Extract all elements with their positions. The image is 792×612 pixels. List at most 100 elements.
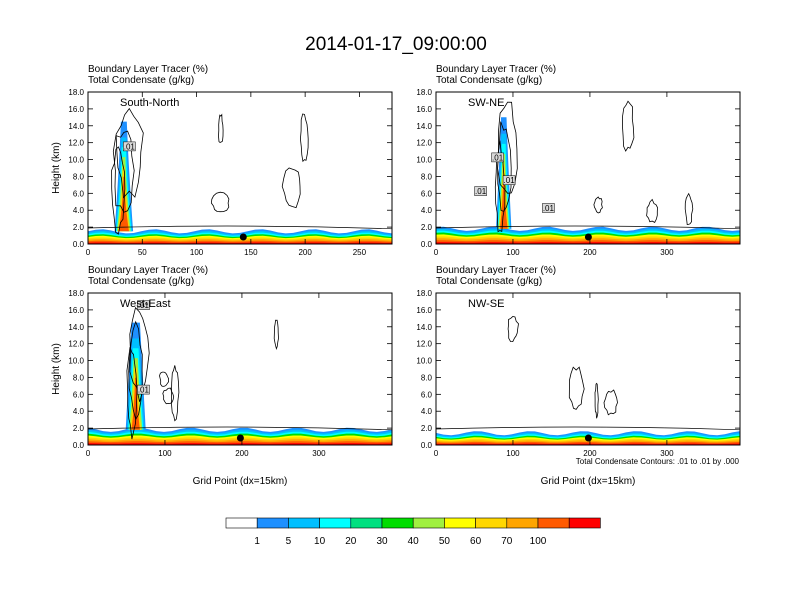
colorbar-label: 70: [501, 536, 513, 547]
x-tick-label: 200: [235, 449, 249, 458]
contour-label-box: [542, 203, 555, 213]
y-tick-label: 8.0: [421, 172, 433, 181]
x-axis-label: Grid Point (dx=15km): [541, 476, 636, 487]
y-tick-label: 14.0: [68, 122, 84, 131]
y-tick-label: 12.0: [68, 340, 84, 349]
contour-label-box: [137, 300, 150, 310]
panel-nw-se: 0 100 200 300 0.0 2.0 4.0 6.0 8.0 10.0 12.0 14.0 16.…: [416, 265, 741, 487]
y-tick-label: 0.0: [73, 441, 85, 450]
condensate-contour: [112, 130, 135, 213]
colorbar-swatch: [444, 517, 476, 529]
y-tick-label: 12.0: [416, 340, 432, 349]
contour-label: .01: [543, 204, 555, 213]
panel-title-line: Total Condensate (g/kg): [436, 75, 542, 86]
panel-title-line: Total Condensate (g/kg): [436, 276, 542, 287]
contour-label-box: [137, 384, 150, 395]
x-axis-label: Grid Point (dx=15km): [193, 476, 288, 487]
y-tick-label: 6.0: [421, 189, 433, 198]
colorbar-label: 50: [439, 536, 451, 547]
contour-footnote: Total Condensate Contours: .01 to .01 by…: [576, 457, 740, 466]
colorbar-swatch: [288, 517, 320, 529]
panels: .01 0 50 100 150 200 250 0.0 2.0 4.0 6.0 8.0 10.0 12.…: [51, 64, 741, 487]
condensate-contour: [111, 146, 126, 235]
y-tick-label: 10.0: [416, 357, 432, 366]
region-label: South-North: [120, 97, 179, 109]
x-tick-label: 300: [660, 248, 674, 257]
condensate-contour: [159, 371, 169, 387]
condensate-contour: [281, 167, 301, 209]
colorbar-label: 40: [408, 536, 420, 547]
y-axis-label: Height (km): [51, 343, 62, 395]
x-tick-label: 200: [583, 248, 597, 257]
x-tick-label: 50: [138, 248, 147, 257]
condensate-contour: [622, 100, 635, 152]
y-tick-label: 18.0: [416, 289, 432, 298]
x-tick-label: 0: [434, 248, 439, 257]
contour-label: .01: [504, 176, 516, 185]
contour-label-box: [502, 175, 516, 185]
y-tick-label: 8.0: [421, 373, 433, 382]
condensate-contour: [170, 365, 180, 422]
y-tick-label: 12.0: [68, 139, 84, 148]
condensate-contour: [603, 389, 618, 416]
plot-area: [436, 315, 740, 445]
plot-frame: [435, 91, 741, 245]
y-tick-label: 18.0: [68, 289, 84, 298]
y-tick-label: 2.0: [421, 223, 433, 232]
surface-marker: [239, 233, 247, 241]
colorbar-label: 20: [345, 536, 357, 547]
condensate-contour: [88, 225, 392, 230]
y-tick-label: 8.0: [73, 373, 85, 382]
panel-south-north: .01 0 50 100 150 200 250 0.0 2.0 4.0 6.0 8.0 10.0 12.…: [51, 64, 393, 257]
y-tick-label: 2.0: [421, 424, 433, 433]
y-tick-label: 10.0: [68, 156, 84, 165]
contour-label-box: [123, 141, 136, 152]
region-label: SW-NE: [468, 97, 504, 109]
x-tick-label: 200: [583, 449, 597, 458]
y-tick-label: 16.0: [68, 105, 84, 114]
colorbar-swatch: [475, 517, 508, 529]
y-tick-label: 16.0: [416, 306, 432, 315]
condensate-contour: [218, 113, 224, 143]
panel-title-line: Boundary Layer Tracer (%): [88, 265, 208, 276]
colorbar-swatch: [256, 517, 289, 529]
y-tick-label: 4.0: [421, 206, 433, 215]
condensate-contour: [646, 198, 658, 223]
y-tick-label: 0.0: [73, 240, 85, 249]
condensate-contour: [88, 426, 392, 431]
y-tick-label: 16.0: [416, 105, 432, 114]
tracer-column: [499, 174, 508, 229]
y-tick-label: 4.0: [73, 407, 85, 416]
y-tick-label: 4.0: [73, 206, 85, 215]
y-axis-label: Height (km): [51, 142, 62, 194]
x-tick-label: 0: [86, 449, 91, 458]
condensate-contour: [436, 426, 740, 431]
condensate-contour: [684, 192, 694, 226]
y-tick-label: 6.0: [73, 390, 85, 399]
x-tick-label: 100: [190, 248, 204, 257]
contour-label: .01: [138, 386, 150, 395]
x-tick-label: 0: [434, 449, 439, 458]
surface-marker: [584, 233, 592, 241]
contour-label-box: [474, 186, 487, 196]
condensate-contour: [128, 320, 143, 421]
y-tick-label: 18.0: [68, 88, 84, 97]
tracer-column: [131, 377, 140, 430]
colorbar-label: 5: [286, 536, 292, 547]
y-tick-label: 4.0: [421, 407, 433, 416]
panel-title-line: Total Condensate (g/kg): [88, 75, 194, 86]
x-tick-label: 300: [312, 449, 326, 458]
y-tick-label: 0.0: [421, 441, 433, 450]
contour-label: .01: [475, 187, 487, 196]
condensate-contour: [126, 347, 138, 440]
contour-label: .01: [492, 153, 504, 162]
y-tick-label: 18.0: [416, 88, 432, 97]
x-tick-label: 200: [298, 248, 312, 257]
y-tick-label: 2.0: [73, 424, 85, 433]
condensate-contour: [273, 319, 279, 351]
plot-area: .01 .01: [88, 300, 392, 445]
panel-title-line: Boundary Layer Tracer (%): [436, 265, 556, 276]
y-tick-label: 6.0: [73, 189, 85, 198]
colorbar-swatch: [412, 517, 445, 529]
x-tick-label: 250: [353, 248, 367, 257]
